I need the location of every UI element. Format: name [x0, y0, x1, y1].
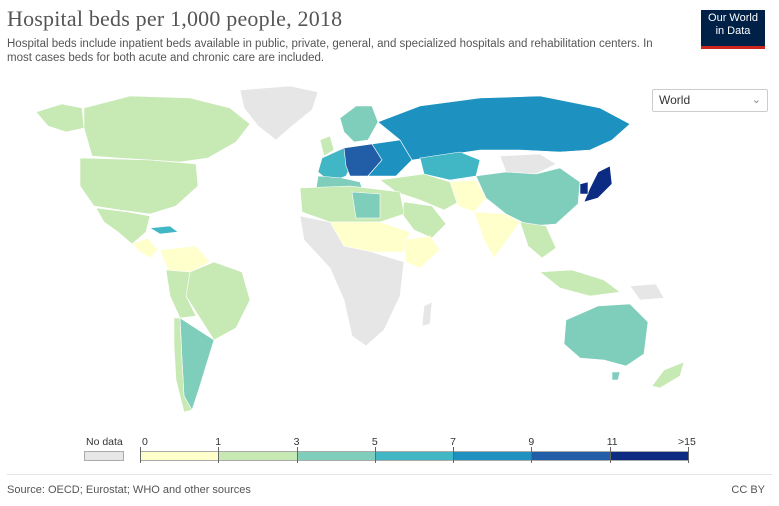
venezuela-colombia[interactable] [159, 245, 211, 273]
legend-tick-mark [296, 447, 298, 463]
cuba[interactable] [149, 225, 179, 235]
horn-of-africa[interactable] [403, 235, 441, 269]
japan[interactable] [583, 165, 613, 203]
pakistan-afghanistan[interactable] [449, 179, 487, 213]
chevron-down-icon: ⌄ [751, 94, 761, 106]
scandinavia[interactable] [339, 105, 379, 143]
canada[interactable] [83, 95, 251, 163]
russia[interactable] [377, 95, 631, 161]
libya[interactable] [351, 191, 381, 219]
united-states[interactable] [79, 157, 199, 215]
footer-divider [7, 474, 772, 475]
greenland[interactable] [239, 85, 319, 141]
australia[interactable] [563, 303, 649, 367]
legend-tick-mark [218, 447, 220, 463]
legend-tick-label: 7 [450, 436, 456, 448]
new-zealand[interactable] [651, 361, 685, 389]
source-note[interactable]: Source: OECD; Eurostat; WHO and other so… [7, 484, 251, 496]
legend-tick-mark [688, 447, 689, 463]
peru-bolivia[interactable] [165, 269, 197, 319]
tasmania[interactable] [611, 371, 621, 381]
papua[interactable] [629, 283, 665, 301]
legend-tick-label: 11 [606, 436, 618, 448]
legend-bin-swatch[interactable] [218, 451, 298, 461]
region-select[interactable]: World ⌄ [652, 89, 768, 112]
legend-bin-swatch[interactable] [140, 451, 220, 461]
legend-bin-swatch[interactable] [453, 451, 533, 461]
legend-tick-label: >15 [678, 436, 696, 448]
license-link[interactable]: CC BY [731, 484, 765, 496]
legend-tick-label: 5 [371, 436, 378, 448]
legend-no-data-label: No data [86, 436, 123, 448]
world-map [35, 85, 685, 413]
alaska[interactable] [35, 103, 85, 133]
legend-tick-mark [374, 447, 376, 463]
legend-tick-mark [609, 447, 611, 463]
legend-tick-label: 1 [215, 436, 222, 448]
legend-tick-label: 3 [293, 436, 300, 448]
chart-title: Hospital beds per 1,000 people, 2018 [7, 6, 343, 31]
legend-tick-label: 0 [142, 436, 148, 448]
owid-logo[interactable]: Our World in Data [701, 10, 765, 49]
southeast-asia[interactable] [519, 221, 557, 259]
legend-tick-mark [453, 447, 455, 463]
brazil[interactable] [185, 261, 251, 341]
chile[interactable] [173, 317, 193, 413]
legend-tick-label: 9 [528, 436, 535, 448]
indonesia[interactable] [539, 269, 621, 297]
region-select-value: World [659, 93, 691, 107]
logo-line-1: Our World [708, 12, 758, 24]
china[interactable] [475, 167, 581, 227]
mongolia[interactable] [499, 153, 557, 175]
madagascar[interactable] [421, 301, 433, 327]
india[interactable] [473, 211, 521, 259]
legend-tick-mark [531, 447, 533, 463]
legend-bin-swatch[interactable] [609, 451, 689, 461]
logo-line-2: in Data [715, 25, 751, 37]
mexico[interactable] [95, 207, 151, 245]
chart-subtitle: Hospital beds include inpatient beds ava… [7, 38, 653, 64]
legend-bin-swatch[interactable] [374, 451, 455, 461]
uk[interactable] [319, 135, 335, 157]
central-america[interactable] [131, 237, 159, 259]
legend-tick-mark [140, 447, 141, 463]
legend-bin-swatch[interactable] [531, 451, 611, 461]
central-africa[interactable] [299, 215, 405, 347]
north-africa[interactable] [299, 185, 405, 223]
south-korea[interactable] [579, 181, 589, 195]
legend-bin-swatch[interactable] [296, 451, 376, 461]
legend-no-data-swatch[interactable] [84, 451, 124, 461]
